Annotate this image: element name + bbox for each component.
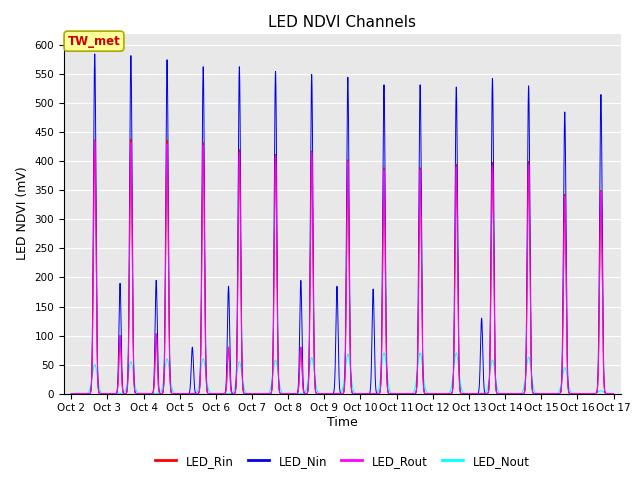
Title: LED NDVI Channels: LED NDVI Channels [268,15,417,30]
Legend: LED_Rin, LED_Nin, LED_Rout, LED_Nout: LED_Rin, LED_Nin, LED_Rout, LED_Nout [150,450,534,472]
Text: TW_met: TW_met [68,35,120,48]
X-axis label: Time: Time [327,416,358,429]
Y-axis label: LED NDVI (mV): LED NDVI (mV) [16,167,29,261]
